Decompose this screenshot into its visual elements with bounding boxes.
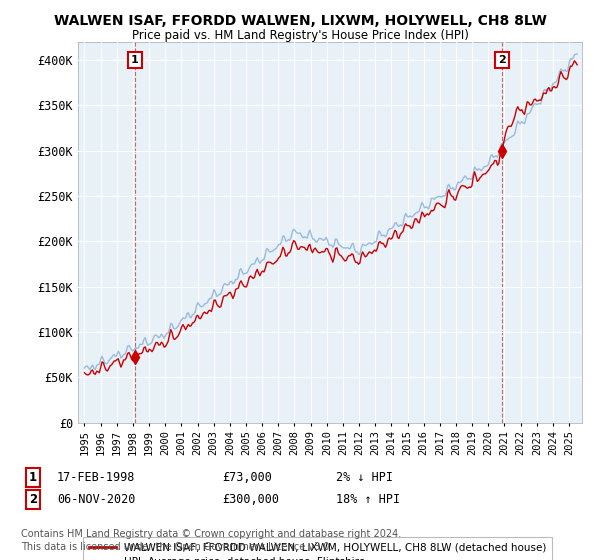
Text: 17-FEB-1998: 17-FEB-1998 bbox=[57, 470, 136, 484]
Text: 18% ↑ HPI: 18% ↑ HPI bbox=[336, 493, 400, 506]
Text: 1: 1 bbox=[131, 55, 139, 65]
Text: 2: 2 bbox=[29, 493, 37, 506]
Text: £300,000: £300,000 bbox=[222, 493, 279, 506]
Text: Contains HM Land Registry data © Crown copyright and database right 2024.: Contains HM Land Registry data © Crown c… bbox=[21, 529, 401, 539]
Text: 2% ↓ HPI: 2% ↓ HPI bbox=[336, 470, 393, 484]
Text: This data is licensed under the Open Government Licence v3.0.: This data is licensed under the Open Gov… bbox=[21, 542, 332, 552]
Text: 06-NOV-2020: 06-NOV-2020 bbox=[57, 493, 136, 506]
Text: 1: 1 bbox=[29, 470, 37, 484]
Text: 2: 2 bbox=[498, 55, 506, 65]
Legend: WALWEN ISAF, FFORDD WALWEN, LIXWM, HOLYWELL, CH8 8LW (detached house), HPI: Aver: WALWEN ISAF, FFORDD WALWEN, LIXWM, HOLYW… bbox=[83, 536, 553, 560]
Text: £73,000: £73,000 bbox=[222, 470, 272, 484]
Text: WALWEN ISAF, FFORDD WALWEN, LIXWM, HOLYWELL, CH8 8LW: WALWEN ISAF, FFORDD WALWEN, LIXWM, HOLYW… bbox=[53, 14, 547, 28]
Text: Price paid vs. HM Land Registry's House Price Index (HPI): Price paid vs. HM Land Registry's House … bbox=[131, 29, 469, 42]
